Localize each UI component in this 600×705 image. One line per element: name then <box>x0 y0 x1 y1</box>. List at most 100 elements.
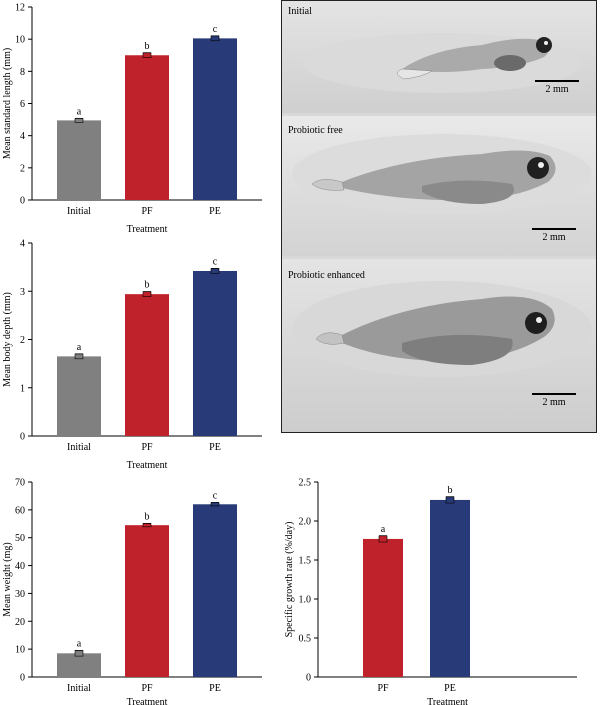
larva-probiotic-enhanced-image <box>292 281 592 377</box>
scale-line <box>532 393 576 395</box>
y-tick-label: 8 <box>20 67 25 78</box>
error-bar-box <box>378 535 388 543</box>
x-tick-label: Initial <box>67 442 91 453</box>
y-tick-label: 60 <box>15 505 25 516</box>
error-bar-box <box>74 650 84 657</box>
y-tick-label: 1 <box>20 383 25 394</box>
y-axis-label: Mean body depth (mm) <box>2 292 13 387</box>
x-axis-label: Treatment <box>127 224 168 235</box>
bar-pf <box>125 294 169 436</box>
x-tick-label: PE <box>209 683 221 694</box>
y-tick-label: 0 <box>20 196 25 207</box>
error-bar-box <box>74 118 84 123</box>
significance-letter: c <box>213 24 218 35</box>
weight-chart: 0 10 20 30 40 50 60 70 a Initial b PF c PE Treatment Me… <box>2 478 262 705</box>
bar-pe <box>193 504 237 677</box>
x-tick-label: Initial <box>67 206 91 217</box>
y-tick-label: 70 <box>15 478 25 489</box>
y-axis-label: Mean standard length (mm) <box>2 48 13 159</box>
x-tick-label: PF <box>141 683 153 694</box>
significance-letter: a <box>77 639 82 650</box>
significance-letter: c <box>213 491 218 502</box>
scale-bar-label: 2 mm <box>542 232 566 243</box>
photo-probiotic-free: Probiotic free 2 mm <box>282 116 596 256</box>
significance-letter: b <box>448 485 453 496</box>
x-tick-label: PE <box>209 442 221 453</box>
scale-line <box>532 228 576 230</box>
y-tick-label: 10 <box>15 35 25 46</box>
x-tick-label: PE <box>444 683 456 694</box>
y-axis-label: Mean weight (mg) <box>2 542 13 616</box>
significance-letter: a <box>77 106 82 117</box>
x-tick-label: PE <box>209 206 221 217</box>
scale-bar-label: 2 mm <box>545 84 569 95</box>
significance-letter: c <box>213 257 218 268</box>
error-bar-box <box>142 52 152 58</box>
y-tick-label: 4 <box>20 239 25 250</box>
larva-probiotic-free-image <box>292 134 592 214</box>
scale-bar-probiotic-free: 2 mm <box>532 228 576 243</box>
y-tick-label: 6 <box>20 99 25 110</box>
y-tick-label: 1.5 <box>299 556 312 567</box>
photo-label-initial: Initial <box>288 6 312 17</box>
significance-letter: b <box>145 512 150 523</box>
y-tick-label: 2 <box>20 335 25 346</box>
scale-bar-probiotic-enhanced: 2 mm <box>532 393 576 408</box>
y-tick-label: 30 <box>15 589 25 600</box>
photo-label-probiotic-enhanced: Probiotic enhanced <box>288 270 365 281</box>
significance-letter: b <box>145 280 150 291</box>
significance-letter: a <box>381 524 386 535</box>
bar-initial <box>57 356 101 436</box>
photo-label-probiotic-free: Probiotic free <box>288 125 343 136</box>
bar-pe <box>193 270 237 436</box>
y-tick-label: 2.5 <box>299 478 312 489</box>
x-axis-label: Treatment <box>427 697 468 705</box>
error-bar-box <box>210 35 220 42</box>
scale-bar-initial: 2 mm <box>535 80 579 95</box>
y-tick-label: 0 <box>306 673 311 684</box>
y-tick-label: 20 <box>15 617 25 628</box>
larva-initial-image <box>302 33 582 93</box>
y-tick-label: 50 <box>15 533 25 544</box>
scale-line <box>535 80 579 82</box>
standard-length-chart: 0 2 4 6 8 10 12 a Initial b PF c PE Treatment Mean sta… <box>2 3 262 235</box>
y-tick-label: 0.5 <box>299 634 312 645</box>
error-bar-box <box>74 353 84 360</box>
larvae-photo-panel: Initial 2 mm Probiotic free 2 mm <box>281 0 597 433</box>
x-tick-label: PF <box>141 206 153 217</box>
y-tick-label: 2.0 <box>299 517 312 528</box>
growth-rate-chart: 0 0.5 1.0 1.5 2.0 2.5 a PF b PE Treatment Specific … <box>284 478 577 705</box>
x-axis-label: Treatment <box>127 697 168 705</box>
error-bar-box <box>210 502 220 507</box>
y-tick-label: 4 <box>20 131 25 142</box>
error-bar-box <box>210 268 220 274</box>
y-tick-label: 3 <box>20 287 25 298</box>
error-bar-box <box>142 523 152 528</box>
significance-letter: b <box>145 41 150 52</box>
photo-probiotic-enhanced: Probiotic enhanced 2 mm <box>282 259 596 432</box>
bar-initial <box>57 653 101 677</box>
scale-bar-label: 2 mm <box>542 397 566 408</box>
x-tick-label: PF <box>141 442 153 453</box>
x-axis-label: Treatment <box>127 460 168 471</box>
y-tick-label: 0 <box>20 673 25 684</box>
y-axis-label: Specific growth rate (%/day) <box>284 522 295 638</box>
significance-letter: a <box>77 342 82 353</box>
error-bar-box <box>142 291 152 297</box>
bar-pf <box>125 55 169 200</box>
y-tick-label: 10 <box>15 645 25 656</box>
bar-pe <box>193 38 237 200</box>
bar-pf <box>363 538 403 677</box>
bar-pf <box>125 525 169 677</box>
bar-pe <box>430 499 470 677</box>
photo-initial: Initial 2 mm <box>282 1 596 113</box>
body-depth-chart: 0 1 2 3 4 a Initial b PF c PE Treatment Mean body de… <box>2 239 262 471</box>
y-tick-label: 2 <box>20 163 25 174</box>
y-tick-label: 0 <box>20 432 25 443</box>
y-tick-label: 1.0 <box>299 595 312 606</box>
y-tick-label: 40 <box>15 561 25 572</box>
error-bar-box <box>445 496 455 504</box>
x-tick-label: Initial <box>67 683 91 694</box>
bar-initial <box>57 120 101 200</box>
x-tick-label: PF <box>377 683 389 694</box>
